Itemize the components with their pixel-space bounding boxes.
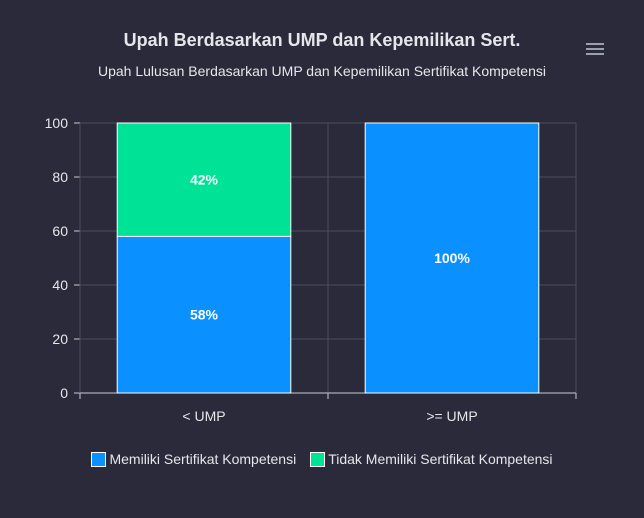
x-tick-label: < UMP bbox=[182, 408, 225, 424]
y-tick-label: 0 bbox=[60, 385, 68, 401]
y-tick-label: 20 bbox=[52, 331, 68, 347]
chart-legend: Memiliki Sertifikat Kompetensi Tidak Mem… bbox=[0, 451, 644, 467]
y-tick-label: 100 bbox=[45, 115, 69, 131]
legend-label-series-2: Tidak Memiliki Sertifikat Kompetensi bbox=[328, 451, 553, 467]
bar-segment bbox=[116, 122, 292, 237]
legend-item-series-2[interactable]: Tidak Memiliki Sertifikat Kompetensi bbox=[310, 451, 553, 467]
data-label: 42% bbox=[190, 172, 219, 188]
bar-segment bbox=[116, 235, 292, 394]
legend-item-series-1[interactable]: Memiliki Sertifikat Kompetensi bbox=[91, 451, 296, 467]
legend-swatch-series-2 bbox=[310, 451, 326, 467]
data-label: 58% bbox=[190, 307, 219, 323]
y-tick-label: 60 bbox=[52, 223, 68, 239]
chart-subtitle: Upah Lulusan Berdasarkan UMP dan Kepemil… bbox=[98, 63, 546, 79]
hamburger-menu-icon[interactable] bbox=[582, 38, 608, 60]
x-tick-label: >= UMP bbox=[426, 408, 477, 424]
y-tick-label: 80 bbox=[52, 169, 68, 185]
chart-title: Upah Berdasarkan UMP dan Kepemilikan Ser… bbox=[123, 30, 521, 50]
y-tick-label: 40 bbox=[52, 277, 68, 293]
bar-segment bbox=[364, 122, 540, 394]
legend-swatch-series-1 bbox=[91, 451, 107, 467]
legend-label-series-1: Memiliki Sertifikat Kompetensi bbox=[109, 451, 297, 467]
data-label: 100% bbox=[434, 250, 470, 266]
